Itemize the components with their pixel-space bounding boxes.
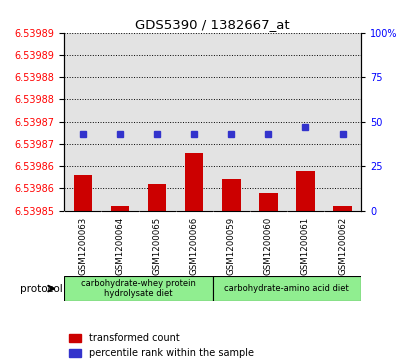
Text: GSM1200061: GSM1200061 [301,217,310,275]
Bar [213,276,361,301]
Legend: transformed count, percentile rank within the sample: transformed count, percentile rank withi… [69,333,254,358]
Text: protocol: protocol [20,284,62,294]
Text: GSM1200062: GSM1200062 [338,217,347,275]
Bar [64,33,101,211]
Bar [296,171,315,211]
Bar [64,276,213,301]
Text: GSM1200063: GSM1200063 [78,217,88,275]
Bar [139,33,176,211]
Bar [324,33,361,211]
Text: GSM1200060: GSM1200060 [264,217,273,275]
Text: GSM1200065: GSM1200065 [153,217,161,275]
Text: GSM1200064: GSM1200064 [115,217,124,275]
Bar [250,33,287,211]
Bar [213,33,250,211]
Bar [111,206,129,211]
Bar [185,153,203,211]
Text: carbohydrate-amino acid diet: carbohydrate-amino acid diet [225,284,349,293]
Text: carbohydrate-whey protein
hydrolysate diet: carbohydrate-whey protein hydrolysate di… [81,279,196,298]
Bar [259,193,278,211]
Bar [73,175,92,211]
Bar [148,184,166,211]
Text: GSM1200066: GSM1200066 [190,217,199,275]
Bar [287,33,324,211]
Title: GDS5390 / 1382667_at: GDS5390 / 1382667_at [135,19,290,32]
Bar [222,179,241,211]
Text: GSM1200059: GSM1200059 [227,217,236,275]
Bar [333,206,352,211]
Bar [176,33,213,211]
Bar [101,33,139,211]
